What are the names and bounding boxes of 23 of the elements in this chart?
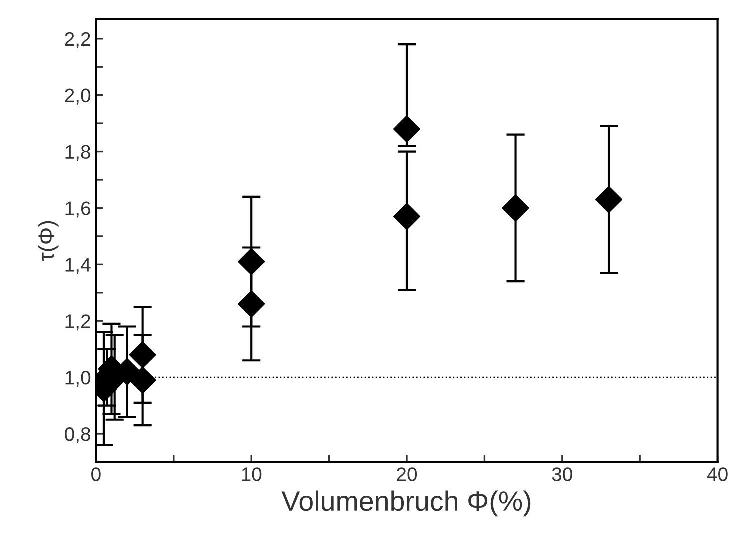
point	[394, 116, 420, 143]
x-tick-label: 40	[707, 468, 728, 482]
x-tick-label: 20	[397, 468, 418, 482]
point	[129, 366, 156, 394]
x-tick-label: 30	[552, 468, 572, 482]
y-tick-label: 2,0	[65, 88, 91, 105]
point	[394, 203, 420, 230]
x-axis-title: Volumenbruch Φ(%)	[282, 490, 531, 517]
point	[129, 341, 156, 368]
point	[238, 290, 266, 318]
point	[502, 194, 530, 222]
y-tick-label: 0,8	[65, 427, 90, 444]
y-tick-label: 1,2	[66, 314, 90, 331]
y-tick-label: 1,6	[66, 202, 90, 218]
x-tick-label: 10	[242, 468, 262, 482]
point	[238, 248, 266, 276]
y-tick-label: 1,8	[66, 145, 90, 162]
y-tick-label: 1,4	[66, 258, 91, 274]
y-axis-title: τ(Φ)	[38, 221, 59, 262]
point	[596, 186, 623, 214]
x-tick-label: 0	[92, 468, 101, 482]
y-tick-label: 1,0	[66, 371, 91, 388]
y-tick-label: 2,2	[65, 32, 90, 48]
